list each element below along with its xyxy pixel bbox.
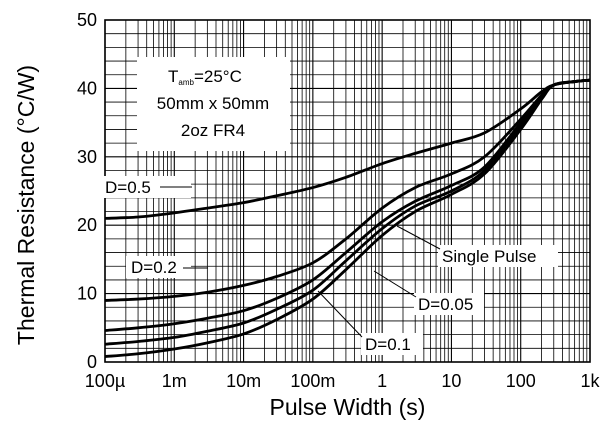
y-tick-label: 0 [87,352,97,372]
x-tick-label: 100m [290,371,335,391]
series-layer [104,78,591,358]
label-single-pulse-leader [396,225,441,250]
ambient-temperature-symbol: T [168,67,178,86]
y-tick-label: 50 [77,10,97,30]
series-line-d-0-5 [104,78,591,220]
label-d01-leader [317,290,363,338]
board-size: 50mm x 50mm [157,94,269,113]
label-d05-background [98,176,191,198]
conditions-box-background [137,57,290,151]
x-axis-title: Pulse Width (s) [270,394,426,420]
y-tick-label: 30 [77,147,97,167]
x-tick-label: 10m [226,371,261,391]
x-tick-label: 1 [377,371,387,391]
label-single-pulse: Single Pulse [442,247,537,266]
ambient-temperature: Tamb=25°C [168,67,242,87]
conditions-box: Tamb=25°C 50mm x 50mm 2oz FR4 [137,57,290,151]
x-tick-label: 1m [162,371,187,391]
x-tick-label: 1k [580,371,600,391]
label-d02: D=0.2 [131,258,177,277]
y-tick-label: 40 [77,78,97,98]
x-tick-labels: 100µ 1m 10m 100m 1 10 100 1k [85,371,601,391]
label-d01: D=0.1 [365,335,411,354]
y-tick-label: 20 [77,215,97,235]
label-d005-leader [373,270,417,298]
x-tick-label: 100µ [85,371,125,391]
label-d05: D=0.5 [105,178,151,197]
y-tick-labels: 0 10 20 30 40 50 [77,10,97,372]
y-axis-title: Thermal Resistance (°C/W) [13,65,39,345]
label-d005: D=0.05 [418,295,473,314]
label-single-pulse-background [438,245,558,267]
ambient-temperature-value: =25°C [194,67,242,86]
label-d02-background [126,256,191,278]
x-tick-label: 100 [506,371,536,391]
annotation-layer: D=0.5 D=0.2 Single Pulse D=0.05 D=0.1 [98,176,558,355]
board-type: 2oz FR4 [181,121,245,140]
x-tick-label: 10 [441,371,461,391]
label-d005-background [414,293,484,315]
series-line-d-0-1 [104,78,591,358]
ambient-temperature-subscript: amb [178,78,194,87]
y-tick-label: 10 [77,284,97,304]
label-d01-background [361,333,423,355]
